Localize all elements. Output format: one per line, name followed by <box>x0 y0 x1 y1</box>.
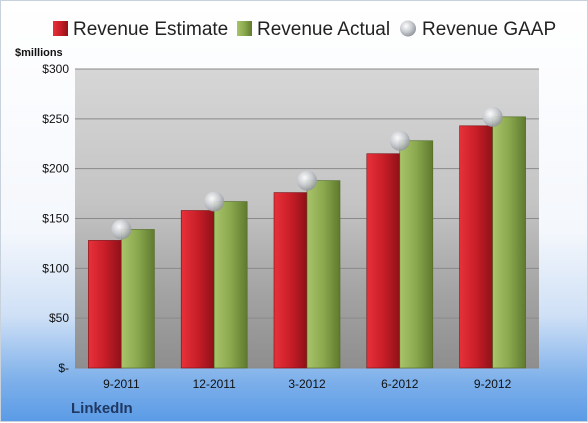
x-tick-label: 9-2011 <box>103 377 140 391</box>
x-tick-label: 12-2011 <box>193 377 236 391</box>
bar-revenue-actual <box>213 201 248 369</box>
bar-revenue-estimate <box>366 153 401 369</box>
bar-revenue-actual <box>492 116 526 369</box>
bar-revenue-actual <box>306 180 341 369</box>
y-tick-label: $150 <box>42 212 69 226</box>
y-tick-label: $100 <box>42 261 69 275</box>
y-axis-ticks: $- $50 $100 $150 $200 $250 $300 <box>42 62 69 375</box>
x-axis-ticks: 9-2011 12-2011 3-2012 6-2012 9-2012 <box>103 377 511 391</box>
bar-revenue-actual <box>121 229 155 369</box>
y-axis-unit-label: $millions <box>15 47 63 59</box>
legend: Revenue Estimate Revenue Actual Revenue … <box>53 19 556 40</box>
marker-revenue-gaap <box>297 170 317 191</box>
x-tick-label: 6-2012 <box>381 377 419 391</box>
bar-revenue-estimate <box>180 210 215 369</box>
y-tick-label: $250 <box>42 112 69 126</box>
y-tick-label: $50 <box>49 311 69 325</box>
gaap-markers <box>111 106 503 240</box>
legend-swatch-gaap <box>400 20 416 37</box>
y-tick-label: $200 <box>42 162 69 176</box>
marker-revenue-gaap <box>482 106 503 127</box>
bar-revenue-estimate <box>88 240 122 369</box>
legend-swatch-estimate <box>53 21 68 36</box>
legend-label-actual: Revenue Actual <box>257 19 390 40</box>
bar-revenue-actual <box>399 140 434 369</box>
bars <box>88 116 526 369</box>
bar-revenue-estimate <box>459 125 493 369</box>
y-tick-label: $- <box>58 361 69 375</box>
legend-swatch-actual <box>237 21 252 36</box>
x-tick-label: 3-2012 <box>288 377 326 391</box>
marker-revenue-gaap <box>204 191 225 212</box>
company-label: LinkedIn <box>71 400 133 417</box>
bar-revenue-estimate <box>273 192 308 369</box>
y-tick-label: $300 <box>42 62 69 76</box>
marker-revenue-gaap <box>111 219 132 240</box>
legend-label-estimate: Revenue Estimate <box>73 19 228 40</box>
x-tick-label: 9-2012 <box>474 377 512 391</box>
legend-label-gaap: Revenue GAAP <box>422 19 556 40</box>
marker-revenue-gaap <box>389 130 410 151</box>
